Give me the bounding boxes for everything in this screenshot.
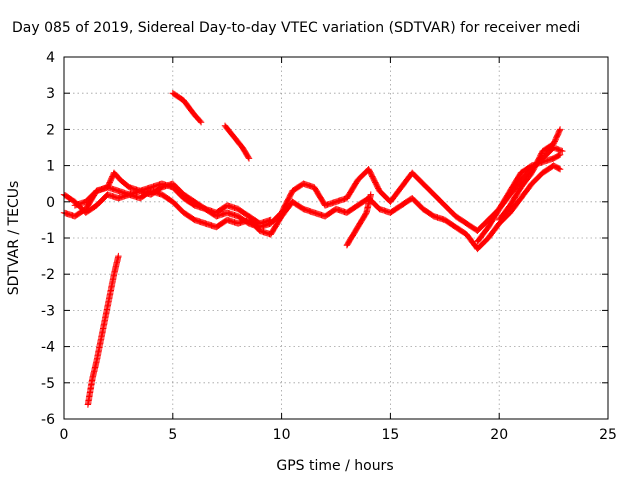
track-4 <box>474 144 566 245</box>
y-tick-label: -5 <box>41 376 55 392</box>
y-tick-label: 0 <box>46 195 55 211</box>
y-tick-label: 3 <box>46 86 55 102</box>
y-tick-label: -3 <box>41 303 55 319</box>
data-point <box>245 155 253 162</box>
track-8 <box>343 191 374 249</box>
data-point <box>555 152 563 159</box>
x-tick-label: 0 <box>60 427 69 443</box>
data-point <box>556 166 564 173</box>
y-tick-label: -4 <box>41 340 55 356</box>
data-point <box>367 191 374 198</box>
data-point <box>556 126 564 133</box>
x-tick-label: 20 <box>490 427 508 443</box>
x-axis-label: GPS time / hours <box>276 458 393 474</box>
y-tick-label: 2 <box>46 122 55 138</box>
track-2 <box>71 169 274 227</box>
y-tick-label: 4 <box>46 50 55 66</box>
track-7 <box>221 122 253 162</box>
x-tick-label: 5 <box>168 427 177 443</box>
chart-title: Day 085 of 2019, Sidereal Day-to-day VTE… <box>12 20 580 36</box>
data-point <box>197 117 204 125</box>
y-tick-label: -2 <box>41 267 55 283</box>
track-6 <box>169 90 205 126</box>
y-tick-label: -6 <box>41 412 55 428</box>
data-markers <box>60 90 566 408</box>
track-5 <box>84 252 122 408</box>
data-point <box>115 252 122 260</box>
x-tick-label: 10 <box>273 427 291 443</box>
x-tick-label: 15 <box>381 427 399 443</box>
y-tick-label: 1 <box>46 159 55 175</box>
data-point <box>197 119 205 126</box>
data-point <box>559 147 566 155</box>
axis-ticks: 0 5 10 15 20 25 -6 -5 -4 -3 -2 -1 0 1 2 3 4 <box>41 50 617 443</box>
grid-lines <box>64 57 608 419</box>
data-point <box>267 216 274 224</box>
data-point <box>245 154 252 161</box>
data-point <box>555 165 563 172</box>
y-tick-label: -1 <box>41 231 55 247</box>
y-axis-label: SDTVAR / TECUs <box>6 181 22 296</box>
series-sdtvar <box>60 90 566 408</box>
x-tick-label: 25 <box>599 427 617 443</box>
